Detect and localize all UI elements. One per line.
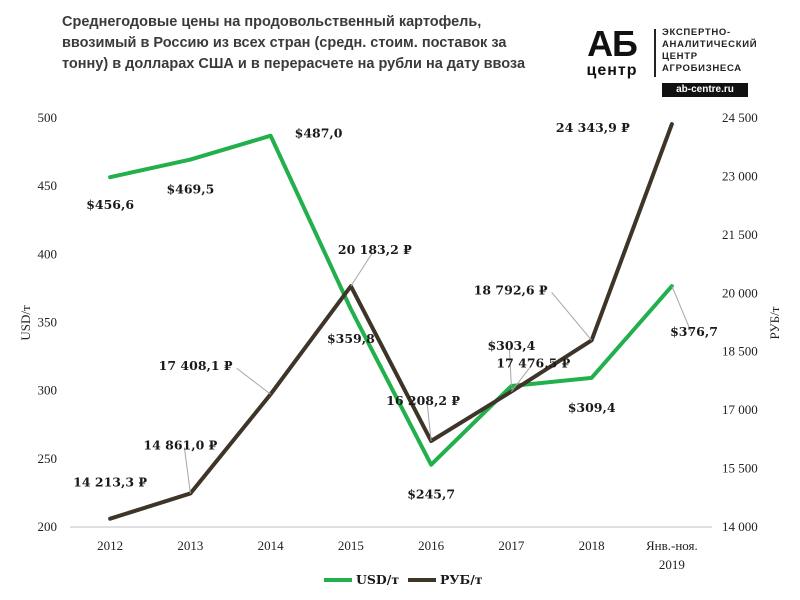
- y-left-tick-label: 350: [38, 315, 58, 330]
- logo-tagline-line: АГРОБИЗНЕСА: [662, 63, 742, 74]
- usd-series-line: [108, 133, 674, 467]
- logo-tagline-line: ЭКСПЕРТНО-: [662, 27, 731, 38]
- usd-data-label-4: $245,7: [407, 487, 455, 502]
- y-left-tick-label: 450: [38, 178, 58, 193]
- rub-data-label-0: 14 213,3 ₽: [73, 475, 147, 490]
- y-right-tick-label: 20 000: [722, 285, 758, 300]
- usd-data-label-5: $303,4: [487, 338, 535, 353]
- data-label-leader: [236, 367, 271, 395]
- y-right-tick-label: 18 500: [722, 344, 758, 359]
- y-right-axis-label: РУБ/т: [767, 306, 782, 339]
- y-left-tick-label: 200: [38, 519, 58, 534]
- ab-centre-logo: АБ центр ЭКСПЕРТНО- АНАЛИТИЧЕСКИЙ ЦЕНТР …: [574, 23, 784, 99]
- data-label-leader: [426, 402, 432, 442]
- x-tick-label: 2018: [579, 538, 605, 553]
- y-right-tick-label: 17 000: [722, 402, 758, 417]
- x-tick-label: 2013: [177, 538, 203, 553]
- data-label-leader: [350, 251, 374, 287]
- logo-site-link[interactable]: ab-centre.ru: [662, 83, 748, 97]
- data-label-leader: [183, 447, 191, 494]
- chart-title: Среднегодовые цены на продовольственный …: [62, 14, 526, 72]
- logo-tagline: ЭКСПЕРТНО- АНАЛИТИЧЕСКИЙ ЦЕНТР АГРОБИЗНЕ…: [662, 27, 757, 75]
- y-left-tick-label: 500: [38, 110, 58, 125]
- legend-usd-label: USD/т: [356, 572, 399, 587]
- usd-data-label-6: $309,4: [568, 400, 616, 415]
- logo-mark-bottom: центр: [586, 62, 638, 79]
- rub-series-line: [108, 122, 674, 521]
- data-label-leader: [671, 285, 693, 335]
- logo-mark: АБ центр: [574, 23, 650, 79]
- x-tick-label: 2019: [659, 557, 685, 572]
- x-tick-label: 2015: [338, 538, 364, 553]
- logo-tagline-line: АНАЛИТИЧЕСКИЙ: [662, 39, 758, 50]
- rub-data-label-1: 14 861,0 ₽: [143, 437, 217, 452]
- usd-data-label-3: $359,8: [327, 331, 375, 346]
- rub-data-label-7: 24 343,9 ₽: [556, 120, 630, 135]
- rub-data-label-4: 16 208,2 ₽: [386, 393, 460, 408]
- usd-data-label-0: $456,6: [86, 197, 134, 212]
- usd-data-label-2: $487,0: [295, 126, 343, 141]
- y-left-tick-label: 400: [38, 246, 58, 261]
- rub-data-label-6: 18 792,6 ₽: [474, 282, 548, 297]
- rub-data-label-2: 17 408,1 ₽: [159, 358, 233, 373]
- rub-data-label-5: 17 476,5 ₽: [496, 356, 570, 371]
- y-right-tick-label: 21 500: [722, 227, 758, 242]
- y-right-tick-label: 14 000: [722, 519, 758, 534]
- data-label-leader: [508, 348, 512, 387]
- usd-data-label-1: $469,5: [166, 182, 214, 197]
- y-right-tick-label: 15 500: [722, 461, 758, 476]
- legend-rub-label: РУБ/т: [440, 572, 483, 587]
- y-right-tick-label: 23 000: [722, 168, 758, 183]
- x-tick-label: 2016: [418, 538, 445, 553]
- x-tick-label: 2014: [258, 538, 285, 553]
- x-tick-label: 2012: [97, 538, 123, 553]
- x-tick-label: Янв.-ноя.: [646, 538, 698, 553]
- y-left-tick-label: 250: [38, 451, 58, 466]
- y-left-tick-label: 300: [38, 383, 58, 398]
- x-tick-label: 2017: [498, 538, 525, 553]
- logo-mark-top: АБ: [587, 23, 638, 64]
- data-label-leader: [510, 365, 532, 392]
- logo-tagline-line: ЦЕНТР: [662, 51, 698, 62]
- data-label-leader: [551, 291, 593, 341]
- usd-data-label-7: $376,7: [670, 324, 718, 339]
- y-left-axis-label: USD/т: [18, 305, 33, 341]
- logo-divider: [654, 29, 656, 77]
- rub-data-label-3: 20 183,2 ₽: [338, 242, 412, 257]
- y-right-tick-label: 24 500: [722, 110, 758, 125]
